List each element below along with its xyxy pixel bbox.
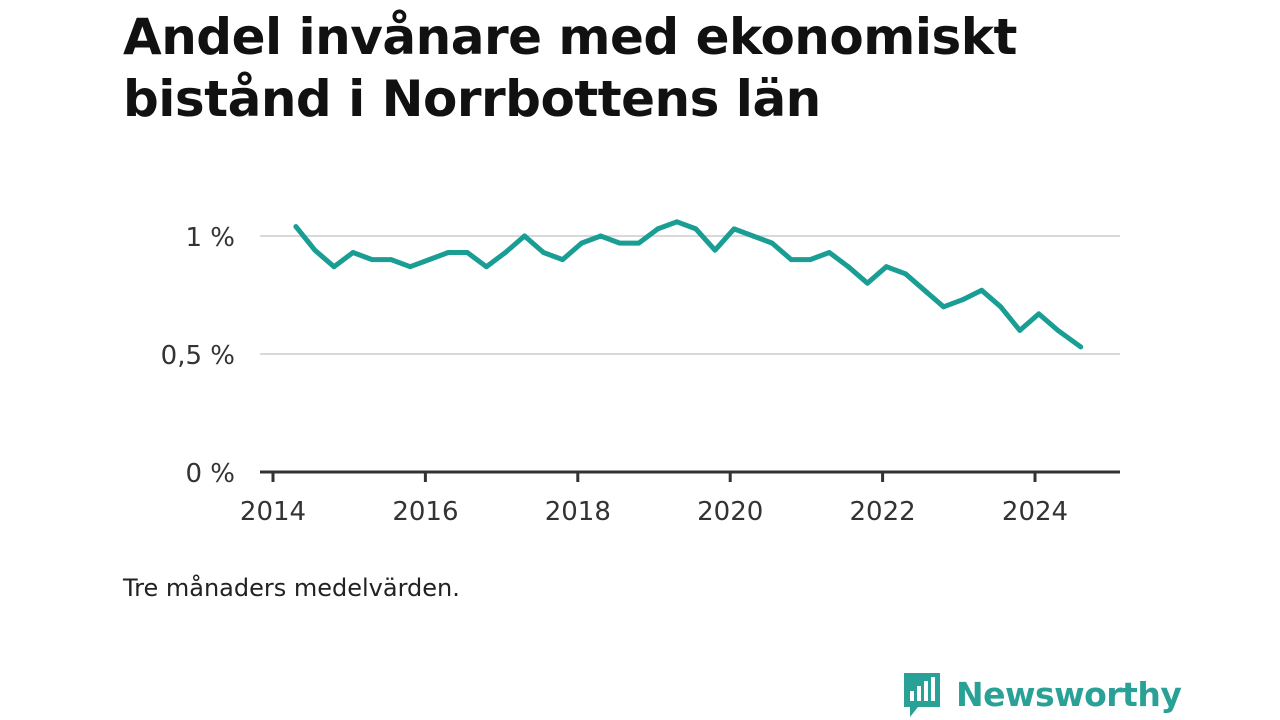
data-point [674, 219, 680, 225]
data-point [769, 240, 775, 246]
data-point [331, 264, 337, 270]
data-point [1017, 328, 1023, 333]
data-point [884, 264, 889, 270]
data-point [712, 247, 718, 253]
series-line [293, 219, 1084, 350]
x-tick-label: 2016 [392, 497, 458, 527]
data-point [960, 297, 965, 303]
data-point [1078, 344, 1084, 350]
brand-logo[interactable]: Newsworthy [902, 671, 1182, 719]
newsworthy-logo-icon [904, 673, 940, 717]
y-axis-labels: 0 % 0,5 % 1 % [161, 223, 235, 489]
data-point [464, 250, 470, 255]
data-point [350, 250, 356, 255]
data-point [865, 280, 870, 286]
data-point [655, 226, 661, 232]
data-point [293, 224, 299, 230]
data-point [807, 257, 813, 262]
data-point [522, 233, 527, 239]
x-tick-label: 2014 [240, 497, 306, 527]
data-point [312, 247, 318, 253]
data-point [598, 233, 604, 239]
data-point [636, 240, 642, 246]
data-point [445, 250, 451, 255]
data-point [731, 226, 737, 232]
x-tick-label: 2018 [545, 497, 611, 527]
x-axis-labels: 2014 2016 2018 2020 2022 2024 [240, 497, 1068, 527]
data-point [1036, 311, 1042, 317]
x-tick-label: 2022 [850, 497, 916, 527]
x-axis [260, 470, 1120, 482]
data-point [369, 257, 375, 262]
data-point [922, 287, 927, 293]
data-point [998, 304, 1004, 310]
data-point [1055, 328, 1061, 333]
data-point [407, 264, 413, 270]
chart-note: Tre månaders medelvärden. [123, 574, 460, 602]
data-point [617, 240, 623, 246]
data-point [503, 250, 508, 255]
data-point [750, 233, 756, 239]
data-point [979, 287, 985, 293]
data-point [484, 264, 489, 270]
data-point [560, 257, 565, 262]
brand-name: Newsworthy [956, 675, 1182, 714]
data-point [541, 250, 546, 255]
gridlines [260, 235, 1120, 355]
data-point [826, 250, 832, 255]
data-point [426, 257, 432, 262]
chart-title: Andel invånare med ekonomiskt bistånd i … [123, 8, 1017, 128]
data-point [845, 264, 851, 270]
y-tick-label: 1 % [185, 223, 235, 253]
data-point [693, 226, 699, 232]
data-point [579, 240, 584, 246]
y-tick-label: 0,5 % [161, 341, 235, 371]
x-tick-label: 2020 [697, 497, 763, 527]
series-layer [293, 219, 1084, 350]
data-point [903, 271, 908, 277]
data-point [388, 257, 394, 262]
data-point [788, 257, 794, 262]
y-tick-label: 0 % [185, 459, 235, 489]
data-point [941, 304, 946, 310]
x-tick-label: 2024 [1002, 497, 1068, 527]
